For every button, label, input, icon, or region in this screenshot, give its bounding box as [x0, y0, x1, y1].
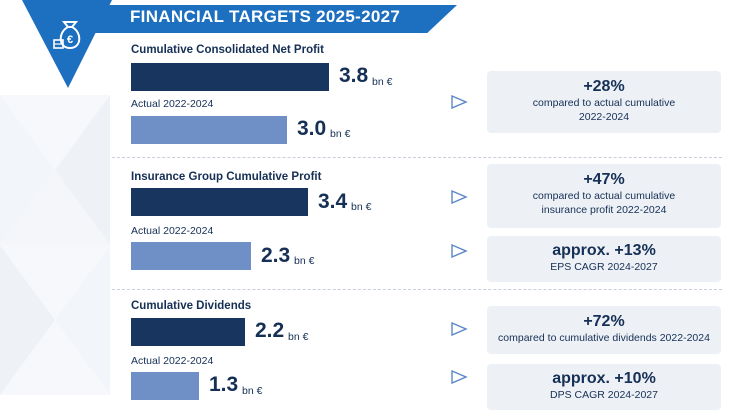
svg-text:€: €: [67, 34, 73, 46]
unit-dividends-target: bn €: [288, 331, 309, 343]
bar-insurance-profit-target: [131, 188, 308, 216]
unit-net-profit-target: bn €: [372, 76, 393, 88]
value-insurance-profit-target: 3.4: [318, 190, 348, 213]
callout-description: EPS CAGR 2024-2027: [550, 261, 658, 273]
arrow-right-icon: [451, 322, 468, 336]
unit-net-profit-actual: bn €: [330, 128, 351, 140]
bar-insurance-profit-actual: [131, 242, 251, 270]
callout-description: 2022-2024: [578, 111, 630, 123]
header-triangle: [22, 0, 112, 88]
callout-description: compared to cumulative dividends 2022-20…: [498, 332, 710, 344]
value-dividends-target: 2.2: [255, 319, 285, 342]
callout-net-profit-growth: +28% compared to actual cumulative 2022-…: [487, 71, 721, 133]
callout-description: compared to actual cumulative: [532, 190, 676, 202]
header-band: [85, 5, 457, 33]
callout-eps-cagr: approx. +13% EPS CAGR 2024-2027: [487, 236, 721, 282]
callout-value: approx. +10%: [552, 370, 656, 387]
actual-label-insurance-profit: Actual 2022-2024: [131, 225, 214, 237]
section-title-insurance-profit: Insurance Group Cumulative Profit: [131, 171, 322, 183]
page-title: FINANCIAL TARGETS 2025-2027: [130, 7, 401, 26]
section-title-dividends: Cumulative Dividends: [131, 300, 252, 312]
bar-dividends-actual: [131, 372, 199, 400]
arrow-right-icon: [451, 95, 468, 109]
callout-description: insurance profit 2022-2024: [541, 204, 667, 216]
callout-dps-cagr: approx. +10% DPS CAGR 2024-2027: [487, 364, 721, 410]
arrow-right-icon: [451, 370, 468, 384]
callout-insurance-profit-growth: +47% compared to actual cumulative insur…: [487, 164, 721, 228]
value-insurance-profit-actual: 2.3: [261, 244, 291, 267]
callout-value: approx. +13%: [552, 242, 656, 259]
callout-value: +72%: [583, 313, 625, 330]
unit-insurance-profit-actual: bn €: [294, 255, 315, 267]
value-net-profit-actual: 3.0: [297, 117, 327, 140]
arrow-right-icon: [451, 190, 468, 204]
callout-value: +28%: [583, 78, 625, 95]
actual-label-net-profit: Actual 2022-2024: [131, 98, 214, 110]
section-divider: [112, 289, 722, 290]
callout-description: DPS CAGR 2024-2027: [550, 389, 658, 401]
unit-dividends-actual: bn €: [242, 385, 263, 397]
unit-insurance-profit-target: bn €: [351, 201, 372, 213]
value-net-profit-target: 3.8: [339, 64, 369, 87]
arrow-right-icon: [451, 244, 468, 258]
bar-net-profit-target: [131, 63, 329, 91]
callout-value: +47%: [583, 171, 625, 188]
section-title-net-profit: Cumulative Consolidated Net Profit: [131, 44, 324, 56]
background-triangles: [0, 95, 110, 395]
bar-net-profit-actual: [131, 116, 287, 144]
actual-label-dividends: Actual 2022-2024: [131, 355, 214, 367]
section-divider: [112, 157, 722, 158]
callout-dividends-growth: +72% compared to cumulative dividends 20…: [487, 306, 721, 354]
callout-description: compared to actual cumulative: [532, 97, 676, 109]
money-bag-euro-icon: €: [53, 21, 81, 50]
bar-dividends-target: [131, 318, 245, 346]
value-dividends-actual: 1.3: [209, 373, 239, 396]
